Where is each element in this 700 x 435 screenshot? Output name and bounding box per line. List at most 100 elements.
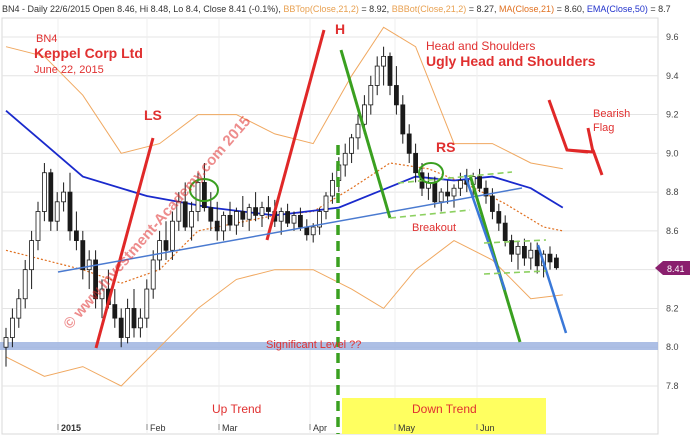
candle-body: [201, 182, 207, 209]
candle-body: [355, 123, 361, 139]
price-badge: 8.41: [655, 261, 690, 275]
bearish-flag-symbol: [547, 99, 595, 154]
left-shoulder-label: LS: [144, 107, 162, 123]
flag-top: [483, 239, 547, 244]
candle-body: [413, 152, 419, 174]
y-tick-label: 9.6: [666, 32, 679, 42]
header-bbtop-label: BBTop(Close,21,2): [283, 4, 359, 14]
x-tick-label: Apr: [313, 423, 327, 433]
x-tick-label: Feb: [150, 423, 166, 433]
right-shoulder-label: RS: [436, 139, 455, 155]
y-tick-label: 9.4: [666, 71, 679, 81]
candle-body: [214, 220, 220, 232]
y-tick-label: 8.8: [666, 187, 679, 197]
candle-body: [400, 104, 406, 135]
candle-body: [406, 133, 412, 154]
candle-body: [451, 187, 457, 197]
header-symbol: BN4: [2, 4, 20, 14]
candle-body: [144, 288, 150, 319]
candle-body: [112, 304, 118, 319]
candle-body: [509, 240, 515, 255]
candle-body: [118, 317, 124, 338]
x-tick-label: Jun: [480, 423, 495, 433]
candle-body: [29, 240, 35, 271]
head-trendline: [265, 29, 326, 241]
candle-body: [445, 191, 451, 197]
candle-body: [42, 172, 47, 212]
candle-body: [9, 317, 15, 338]
candle-body: [502, 222, 508, 241]
candle-body: [227, 214, 233, 226]
bearish-flag-tail: [591, 149, 604, 176]
bearish-flag-line: Bearish: [593, 108, 630, 120]
candle-body: [329, 180, 335, 197]
candle-body: [547, 253, 553, 263]
y-tick-label: 9.2: [666, 110, 679, 120]
candle-body: [35, 211, 41, 241]
x-axis: 2015 Feb Mar Apr May Jun: [57, 423, 495, 433]
candle-body: [16, 298, 22, 319]
neckline: [57, 187, 523, 273]
candle-body: [80, 240, 86, 271]
candle-body: [189, 211, 195, 228]
candle-body: [374, 65, 380, 86]
candle-body: [489, 195, 495, 212]
candle-body: [195, 182, 201, 212]
annotation-bands: [0, 342, 658, 434]
candle-body: [240, 211, 246, 220]
header-period: Daily: [28, 4, 49, 14]
head-downtrend-line: [339, 49, 392, 219]
significant-level-label: Significant Level ??: [266, 339, 361, 351]
candle-body: [137, 317, 143, 329]
significant-level-band: [0, 342, 658, 350]
y-tick-label: 7.8: [666, 381, 679, 391]
candle-body: [163, 240, 169, 251]
candle-body: [61, 191, 66, 203]
header-date: 22/6/2015: [50, 4, 90, 14]
left-shoulder-trendline: [94, 137, 155, 349]
pattern-title: Head and Shoulders: [426, 39, 535, 53]
candle-body: [208, 207, 214, 222]
candle-body: [534, 249, 540, 267]
candle-body: [342, 152, 348, 166]
company-label: Keppel Corp Ltd: [34, 45, 143, 61]
price-badge-text: 8.41: [667, 264, 685, 274]
rs-circle: [418, 162, 444, 184]
candle-body: [285, 211, 291, 224]
candle-body: [496, 211, 502, 224]
ema50-line: [5, 110, 564, 217]
candle-body: [131, 308, 137, 329]
candle-body: [182, 201, 188, 228]
rs-channel-top: [397, 171, 513, 184]
candle-body: [361, 104, 367, 125]
candle-body: [291, 214, 297, 224]
header-bbbot-value: 8.27: [477, 4, 495, 14]
candle-body: [233, 211, 239, 226]
rs-channel-bottom: [389, 209, 471, 219]
candle-body: [3, 337, 9, 348]
header-bbtop-value: 8.92: [369, 4, 387, 14]
trend-drawings: [57, 29, 604, 434]
header-high: 8.48: [151, 4, 169, 14]
header-low: 8.4: [186, 4, 199, 14]
candle-body: [368, 85, 374, 106]
header-ma-label: MA(Close,21): [499, 4, 554, 14]
candle-body: [157, 240, 163, 261]
plot-frame: [1, 17, 659, 435]
candle-body: [125, 308, 130, 338]
header-close: 8.41: [229, 4, 247, 14]
candle-body: [387, 55, 393, 86]
candle-body: [317, 211, 323, 228]
down-trend-box: [342, 398, 546, 434]
header-open: 8.46: [117, 4, 135, 14]
header-ema-value: 8.7: [658, 4, 671, 14]
candle-body: [483, 187, 489, 197]
candle-body: [22, 269, 28, 300]
up-trend-label: Up Trend: [212, 402, 261, 416]
candle-body: [432, 182, 438, 203]
candle-body: [349, 137, 355, 154]
candle-body: [381, 55, 387, 67]
